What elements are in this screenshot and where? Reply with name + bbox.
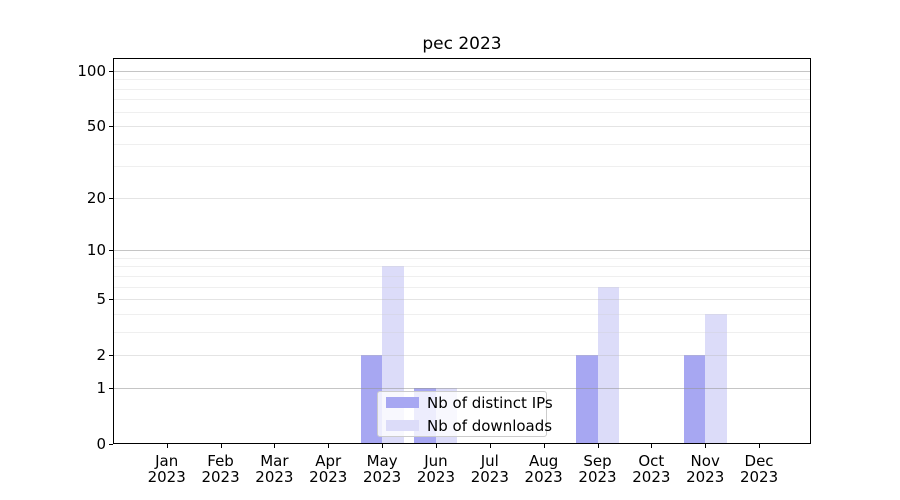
gridline-minor-3	[113, 331, 811, 333]
gridline-50	[113, 126, 811, 128]
legend-swatch-distinct-ips	[386, 397, 419, 408]
legend-entry-distinct-ips: Nb of distinct IPs	[386, 394, 553, 412]
x-axis-tick-label-aug: Aug 2023	[524, 452, 563, 486]
x-axis-tick-label-feb: Feb 2023	[201, 452, 240, 486]
gridline-5	[113, 299, 811, 301]
gridline-minor-40	[113, 143, 811, 145]
x-axis-tick-label-may: May 2023	[363, 452, 402, 486]
gridline-minor-80	[113, 88, 811, 90]
y-axis-tick-label-2: 2	[96, 346, 106, 365]
y-axis-tick-mark-50	[109, 126, 113, 128]
legend-swatch-downloads	[386, 420, 419, 431]
gridline-minor-30	[113, 166, 811, 168]
legend: Nb of distinct IPs Nb of downloads	[377, 391, 553, 437]
x-axis-tick-label-sep: Sep 2023	[578, 452, 617, 486]
x-axis-tick-mark-may	[382, 444, 384, 448]
y-axis-tick-mark-2	[109, 355, 113, 357]
x-axis-tick-mark-mar	[274, 444, 276, 448]
y-axis-tick-mark-10	[109, 250, 113, 252]
bar-downloads-nov	[705, 313, 727, 443]
gridline-minor-6	[113, 286, 811, 288]
legend-label-downloads: Nb of downloads	[427, 416, 553, 435]
x-axis-tick-mark-oct	[651, 444, 653, 448]
gridline-minor-4	[113, 313, 811, 315]
bar-distinct-ips-nov	[683, 355, 706, 443]
y-axis-tick-label-0: 0	[96, 435, 106, 453]
y-axis-tick-label-1: 1	[96, 378, 106, 397]
legend-label-distinct-ips: Nb of distinct IPs	[427, 393, 553, 412]
x-axis-tick-label-jun: Jun 2023	[416, 452, 456, 486]
x-axis-tick-label-jan: Jan 2023	[147, 452, 186, 486]
gridline-minor-70	[113, 99, 811, 101]
gridline-2	[113, 355, 811, 357]
x-axis-tick-label-oct: Oct 2023	[632, 452, 671, 486]
y-axis-tick-label-20: 20	[86, 188, 106, 207]
legend-entry-downloads: Nb of downloads	[386, 417, 552, 435]
plot-area	[113, 58, 811, 444]
x-axis-tick-mark-aug	[543, 444, 545, 448]
y-axis-tick-label-5: 5	[96, 290, 106, 309]
y-axis-tick-mark-5	[109, 299, 113, 301]
x-axis-tick-mark-feb	[220, 444, 222, 448]
y-axis-tick-mark-1	[109, 387, 113, 389]
gridline-10	[113, 250, 811, 252]
gridline-minor-60	[113, 111, 811, 113]
x-axis-tick-label-nov: Nov 2023	[686, 452, 725, 486]
bar-downloads-sep	[597, 286, 619, 443]
x-axis-tick-mark-sep	[597, 444, 599, 448]
x-axis-tick-label-apr: Apr 2023	[309, 452, 348, 486]
gridline-minor-9	[113, 257, 811, 259]
x-axis-tick-mark-jul	[489, 444, 491, 448]
y-axis-tick-mark-100	[109, 71, 113, 72]
gridline-100	[113, 71, 811, 72]
x-axis-tick-mark-jun	[435, 444, 437, 448]
x-axis-tick-label-dec: Dec 2023	[739, 452, 779, 486]
x-axis-tick-label-mar: Mar 2023	[255, 452, 294, 486]
y-axis-tick-label-50: 50	[86, 117, 106, 136]
x-axis-tick-mark-apr	[328, 444, 330, 448]
gridline-minor-7	[113, 275, 811, 277]
gridline-minor-90	[113, 79, 811, 81]
y-axis-tick-label-10: 10	[86, 241, 106, 260]
x-axis-tick-label-jul: Jul 2023	[470, 452, 509, 486]
x-axis-tick-mark-nov	[705, 444, 707, 448]
y-axis-tick-mark-0	[109, 444, 113, 445]
y-axis-tick-label-100: 100	[77, 62, 106, 80]
gridline-20	[113, 197, 811, 199]
gridline-minor-8	[113, 266, 811, 268]
y-axis-tick-mark-20	[109, 197, 113, 199]
x-axis-tick-mark-jan	[166, 444, 168, 448]
x-axis-tick-mark-dec	[759, 444, 761, 448]
bar-distinct-ips-may	[360, 355, 383, 443]
gridline-1	[113, 387, 811, 389]
bar-distinct-ips-sep	[576, 355, 598, 443]
chart-title: pec 2023	[422, 34, 502, 54]
